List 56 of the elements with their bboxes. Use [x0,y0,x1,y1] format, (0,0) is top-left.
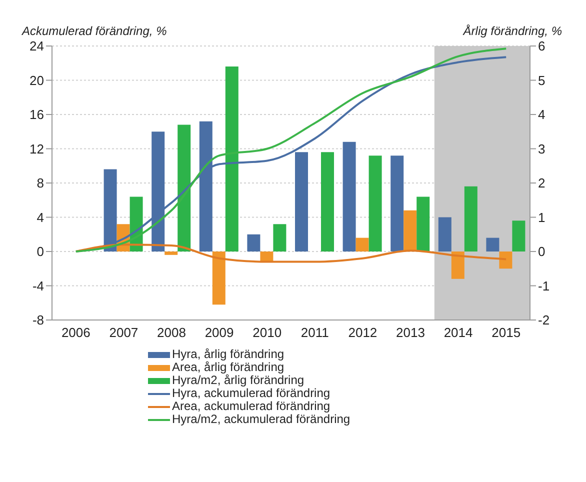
y-tick-label: 4 [36,210,44,225]
legend-label: Area, årlig förändring [172,360,284,374]
bar [321,152,334,252]
y2-tick-label: 6 [538,38,546,54]
bar [356,238,369,252]
y2-axis-title: Årlig förändring, % [463,24,562,38]
bar [164,252,178,255]
x-tick-label: 2006 [61,325,90,340]
legend-label: Hyra, ackumulerad förändring [172,386,330,400]
y-tick-label: 24 [30,38,44,54]
x-tick-label: 2011 [300,325,329,340]
bar [212,252,226,305]
y-tick-label: 12 [30,141,44,156]
legend-label: Hyra, årlig förändring [172,347,284,361]
y2-tick-label: 5 [538,72,546,88]
y2-tick-label: 1 [538,210,546,225]
y-axis-title: Ackumulerad förändring, % [22,24,167,38]
bar [404,210,417,252]
y-tick-label: -4 [32,278,44,294]
legend-label: Area, ackumulerad förändring [172,399,330,413]
y2-tick-label: -2 [538,312,550,328]
legend-label: Hyra/m2, ackumulerad förändring [172,412,350,426]
bar [368,156,382,252]
y-tick-label: 0 [36,244,44,260]
bar [464,186,478,252]
bar [438,217,452,252]
x-tick-label: 2010 [252,325,282,340]
x-tick-label: 2015 [492,325,521,340]
y2-tick-label: 4 [538,107,546,122]
x-tick-label: 2013 [396,325,425,340]
y-tick-label: 16 [30,107,44,122]
x-tick-label: 2008 [157,325,186,340]
y-tick-label: -8 [32,312,44,328]
x-tick-label: 2009 [204,325,234,340]
y2-tick-label: 2 [538,176,546,191]
x-tick-label: 2014 [444,325,473,340]
bar [342,142,356,252]
y-tick-label: 8 [36,176,44,191]
bar [390,156,404,252]
y2-tick-label: 0 [538,244,546,260]
bar [499,252,512,269]
y2-tick-label: 3 [538,141,546,156]
bar [273,224,286,252]
bar [178,124,191,252]
bar [416,196,430,252]
bar [247,234,260,252]
line-series [74,244,508,263]
bar [451,252,464,279]
legend-label: Hyra/m2, årlig förändring [172,373,304,387]
bar [225,66,238,252]
bar [512,220,526,252]
y-tick-label: 20 [30,72,44,88]
bar [486,238,500,252]
y2-tick-label: -1 [538,278,550,294]
x-tick-label: 2007 [109,325,138,340]
x-tick-label: 2012 [348,325,378,340]
